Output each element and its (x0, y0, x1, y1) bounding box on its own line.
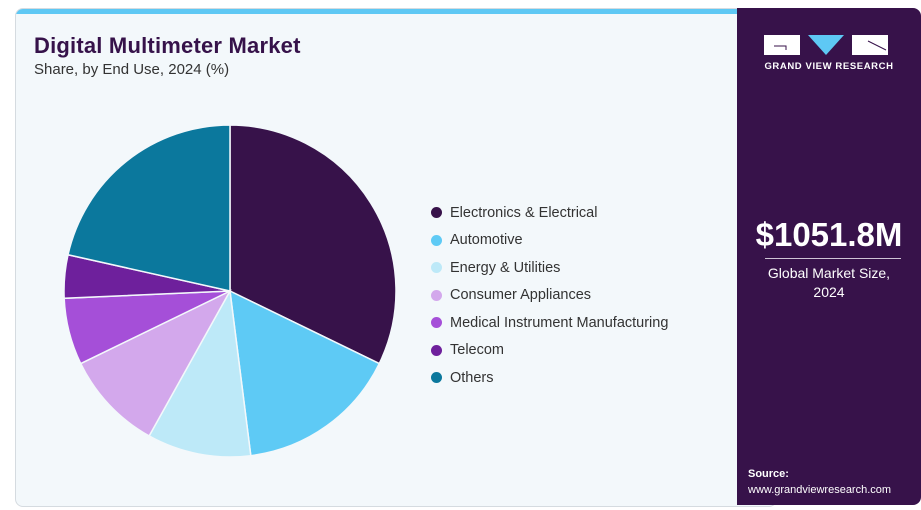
source-label: Source: (748, 468, 789, 480)
legend-label: Electronics & Electrical (450, 204, 598, 221)
legend-item: Telecom (431, 337, 668, 365)
legend-swatch-icon (431, 207, 442, 219)
legend-item: Consumer Appliances (431, 282, 668, 310)
legend-label: Telecom (450, 342, 504, 359)
pie-slice-electronics-electrical (229, 124, 397, 365)
market-size-value: $1051.8M (755, 216, 903, 253)
legend-item: Energy & Utilities (431, 254, 668, 282)
market-desc-line2: 2024 (813, 284, 845, 300)
legend-item: Electronics & Electrical (431, 199, 668, 227)
legend-label: Automotive (450, 232, 523, 249)
divider (765, 258, 901, 259)
legend-swatch-icon (431, 262, 442, 274)
pie-slice-others (67, 124, 231, 292)
grand-view-research-logo-icon (764, 35, 888, 55)
legend-item: Automotive (431, 227, 668, 255)
market-desc-line1: Global Market Size, (767, 265, 891, 281)
legend-label: Others (450, 369, 494, 386)
legend-item: Medical Instrument Manufacturing (431, 309, 668, 337)
accent-bar (16, 9, 776, 14)
chart-subtitle: Share, by End Use, 2024 (%) (34, 61, 230, 78)
legend-swatch-icon (431, 344, 442, 356)
brand-name: GRAND VIEW RESEARCH (764, 61, 894, 72)
pie-slice-consumer-appliances (79, 289, 232, 437)
legend-swatch-icon (431, 317, 442, 329)
source-url[interactable]: www.grandviewresearch.com (748, 484, 892, 496)
sidebar-panel: GRAND VIEW RESEARCH $1051.8M Global Mark… (737, 8, 921, 505)
legend-label: Consumer Appliances (450, 287, 592, 304)
legend-label: Medical Instrument Manufacturing (450, 314, 669, 331)
legend-item: Others (431, 364, 668, 392)
chart-title: Digital Multimeter Market (34, 33, 301, 58)
pie-slice-energy-utilities (148, 288, 252, 458)
legend-swatch-icon (431, 289, 442, 301)
pie-slice-automotive (229, 289, 381, 457)
chart-legend: Electronics & Electrical Automotive Energy… (431, 199, 668, 392)
legend-swatch-icon (431, 372, 442, 384)
legend-label: Energy & Utilities (450, 259, 561, 276)
legend-swatch-icon (431, 234, 442, 246)
market-size-description: Global Market Size, 2024 (737, 264, 921, 302)
